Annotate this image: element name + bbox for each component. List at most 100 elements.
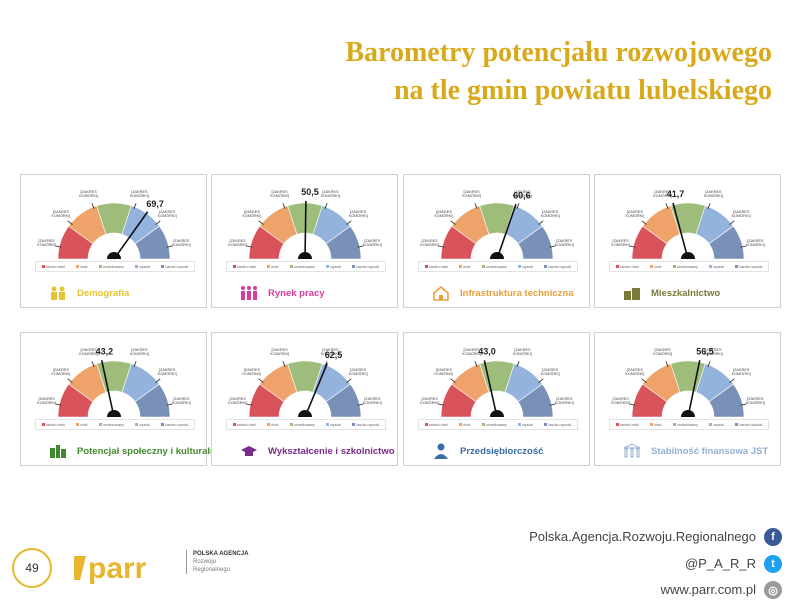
gauge-range-label: [ZAKRES KOMÓRKI] [746, 397, 765, 405]
category-label-text: Wykształcenie i szkolnictwo [268, 445, 395, 457]
org-line-3: Regionalnego [193, 567, 231, 573]
legend-item: niski [267, 423, 278, 427]
gauge-range-label: [ZAKRES KOMÓRKI] [270, 348, 289, 356]
gauge-value: 43,0 [478, 347, 496, 357]
barometer-card-stabilnosc-finansowa: [ZAKRES KOMÓRKI] [ZAKRES KOMÓRKI] [ZAKRES KOM… [594, 332, 781, 466]
gauge-tick [91, 361, 95, 367]
gauge-legend: bardzo niski niski umiarkowany wysoki bardzo… [35, 419, 195, 430]
gauge-legend: bardzo niski niski umiarkowany wysoki bardzo… [609, 261, 769, 272]
barometer-gauge: [ZAKRES KOMÓRKI] [ZAKRES KOMÓRKI] [ZAKRES KOM… [228, 187, 382, 260]
legend-item: umiarkowany [98, 265, 124, 269]
legend-item: bardzo wysoki [352, 423, 379, 427]
legend-item: bardzo niski [41, 265, 65, 269]
title-line-1: Barometry potencjału rozwojowego [345, 37, 772, 68]
category-label: Wykształcenie i szkolnictwo [240, 441, 395, 461]
gauge-legend: bardzo niski niski umiarkowany wysoki bardzo… [226, 261, 386, 272]
legend-item: wysoki [709, 265, 724, 269]
gauge-range-label: [ZAKRES KOMÓRKI] [541, 210, 560, 218]
gauge-tick [258, 378, 264, 383]
barometer-card-mieszkalnictwo: [ZAKRES KOMÓRKI] [ZAKRES KOMÓRKI] [ZAKRES KOM… [594, 174, 781, 308]
website-link[interactable]: www.parr.com.pl [660, 582, 756, 597]
gauge-value: 43,2 [96, 346, 114, 356]
gauge-range-label: [ZAKRES KOMÓRKI] [51, 210, 70, 218]
gauge-range-label: [ZAKRES KOMÓRKI] [321, 348, 340, 356]
gauge-hub [298, 410, 312, 417]
gauge-range-label: [ZAKRES KOMÓRKI] [462, 348, 481, 356]
legend-item: niski [76, 423, 87, 427]
gauge-range-label: [ZAKRES KOMÓRKI] [420, 397, 439, 405]
gauge-tick [155, 220, 161, 225]
legend-item: bardzo niski [232, 423, 256, 427]
gauge-zone [708, 383, 745, 418]
gauge-range-label: [ZAKRES KOMÓRKI] [79, 348, 98, 356]
barometer-card-potencjal-spoleczny: [ZAKRES KOMÓRKI] [ZAKRES KOMÓRKI] [ZAKRES KOM… [20, 332, 221, 466]
legend-item: bardzo wysoki [161, 423, 188, 427]
barometer-card-wyksztalcenie: [ZAKRES KOMÓRKI] [ZAKRES KOMÓRKI] [ZAKRES KOM… [211, 332, 398, 466]
facebook-link[interactable]: Polska.Agencja.Rozwoju.Regionalnego [529, 529, 756, 544]
org-line-1: POLSKA AGENCJA [193, 551, 249, 557]
gauge-needle [304, 363, 328, 418]
culture-buildings-icon [50, 445, 66, 458]
graduation-cap-icon [241, 446, 257, 456]
legend-item: bardzo wysoki [735, 423, 762, 427]
gauge-range-label: [ZAKRES KOMÓRKI] [37, 397, 56, 405]
barometer-card-demografia: [ZAKRES KOMÓRKI] [ZAKRES KOMÓRKI] [ZAKRES KOM… [20, 174, 207, 308]
category-label: Stabilność finansowa JST [623, 441, 774, 461]
legend-item: bardzo niski [424, 265, 448, 269]
category-label-text: Demografia [77, 287, 130, 299]
parr-logo: parr [74, 552, 147, 585]
gauge-tick [91, 203, 95, 209]
twitter-icon[interactable]: t [764, 555, 782, 573]
twitter-link[interactable]: @P_A_R_R [684, 556, 756, 571]
gauge-tick [346, 378, 352, 383]
globe-icon[interactable]: ◎ [764, 581, 782, 599]
legend-item: niski [650, 423, 661, 427]
gauge-needle [483, 360, 498, 418]
gauge-range-label: [ZAKRES KOMÓRKI] [746, 239, 765, 247]
gauge-tick [641, 378, 647, 383]
legend-item: bardzo wysoki [544, 423, 571, 427]
gauge-tick [665, 203, 669, 209]
gauge-hub [490, 410, 504, 417]
businessman-icon [434, 443, 448, 459]
page-number: 49 [12, 548, 52, 588]
gauge-range-label: [ZAKRES KOMÓRKI] [625, 368, 644, 376]
gauge-legend: bardzo niski niski umiarkowany wysoki bardzo… [418, 419, 578, 430]
barometer-gauge: [ZAKRES KOMÓRKI] [ZAKRES KOMÓRKI] [ZAKRES KOM… [420, 347, 574, 418]
category-label-text: Przedsiębiorczość [460, 445, 544, 457]
gauge-range-label: [ZAKRES KOMÓRKI] [611, 397, 630, 405]
legend-item: bardzo niski [615, 265, 639, 269]
gauge-tick [707, 361, 711, 367]
gauge-hub [681, 410, 695, 417]
gauge-needle [100, 360, 115, 418]
gauge-range-label: [ZAKRES KOMÓRKI] [79, 190, 98, 198]
gauge-zone [517, 383, 554, 418]
gauge-range-label: [ZAKRES KOMÓRKI] [653, 190, 672, 198]
gauge-tick [641, 220, 647, 225]
housing-icon [624, 288, 640, 300]
category-label: Potencjał społeczny i kulturalny [49, 441, 221, 461]
people-group-icon [51, 286, 65, 300]
gauge-tick [246, 403, 253, 406]
legend-item: umiarkowany [289, 265, 315, 269]
gauge-tick [740, 403, 747, 406]
gauge-range-label: [ZAKRES KOMÓRKI] [363, 397, 382, 405]
legend-item: umiarkowany [481, 265, 507, 269]
gauge-tick [166, 245, 173, 248]
gauge-range-label: [ZAKRES KOMÓRKI] [363, 239, 382, 247]
barometer-gauge: [ZAKRES KOMÓRKI] [ZAKRES KOMÓRKI] [ZAKRES KOM… [420, 190, 574, 260]
gauge-tick [55, 245, 62, 248]
barometer-card-rynek-pracy: [ZAKRES KOMÓRKI] [ZAKRES KOMÓRKI] [ZAKRES KOM… [211, 174, 398, 308]
barometer-gauge: [ZAKRES KOMÓRKI] [ZAKRES KOMÓRKI] [ZAKRES KOM… [37, 346, 191, 418]
gauge-range-label: [ZAKRES KOMÓRKI] [541, 368, 560, 376]
gauge-range-label: [ZAKRES KOMÓRKI] [349, 210, 368, 218]
barometer-card-infrastruktura: [ZAKRES KOMÓRKI] [ZAKRES KOMÓRKI] [ZAKRES KOM… [403, 174, 590, 308]
gauge-range-label: [ZAKRES KOMÓRKI] [704, 348, 723, 356]
gauge-hub [107, 252, 121, 259]
gauge-legend: bardzo niski niski umiarkowany wysoki bardzo… [35, 261, 195, 272]
facebook-icon[interactable]: f [764, 528, 782, 546]
legend-item: niski [76, 265, 87, 269]
gauge-range-label: [ZAKRES KOMÓRKI] [625, 210, 644, 218]
gauge-tick [629, 403, 636, 406]
gauge-hub [681, 252, 695, 259]
